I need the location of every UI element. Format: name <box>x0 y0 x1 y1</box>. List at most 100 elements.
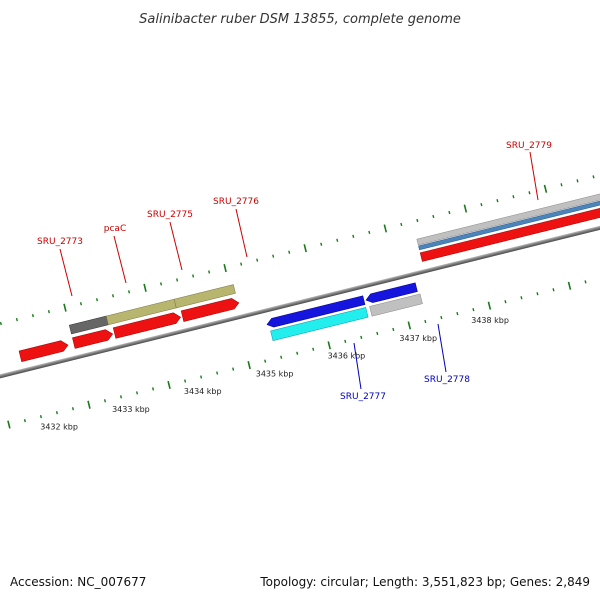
upper-scale-tick <box>576 179 579 183</box>
lower-scale-tick <box>504 300 507 304</box>
upper-scale-tick <box>432 214 435 219</box>
lower-scale-tick <box>344 339 347 343</box>
lower-scale-tick <box>312 347 315 351</box>
upper-scale-tick <box>0 321 2 326</box>
upper-scale-tick <box>272 254 275 258</box>
feature-sru2777 <box>266 295 366 328</box>
scale-label: 3433 kbp <box>112 405 150 414</box>
lower-scale-tick <box>216 371 219 375</box>
lower-scale-tick <box>71 407 75 411</box>
gene-label-sru2775: SRU_2775 <box>147 210 193 220</box>
gene-label-sru2773: SRU_2773 <box>37 237 83 247</box>
feature-sru2776 <box>180 298 240 322</box>
upper-scale-tick <box>192 274 195 278</box>
upper-scale-tick <box>320 242 323 246</box>
lower-scale-tick <box>472 308 475 312</box>
leader-sru2775 <box>169 221 183 271</box>
lower-scale-tick <box>264 359 267 363</box>
upper-scale-tick <box>303 244 307 253</box>
forward-strand-features <box>18 159 600 362</box>
lower-scale-tick <box>200 375 203 379</box>
lower-scale-tick <box>360 335 363 339</box>
gene-label-sru2779: SRU_2779 <box>506 141 552 151</box>
upper-scale-tick <box>79 302 83 306</box>
upper-scale-tick <box>480 203 483 207</box>
feature-sru2779 <box>419 172 600 262</box>
linear-map-band: 3432 kbp 3433 kbp 3434 kbp 3435 kbp 3436 kbp… <box>0 155 600 449</box>
lower-scale-tick <box>536 292 539 296</box>
leader-sru2776 <box>235 208 248 258</box>
upper-scale-tick <box>15 317 18 322</box>
scale-label: 3434 kbp <box>184 387 222 396</box>
feature-sru2777-cyan <box>270 307 369 341</box>
leader-sru2773 <box>59 248 73 297</box>
leader-pcaC <box>113 235 127 284</box>
lower-scale-tick <box>55 411 58 415</box>
upper-scale-tick <box>528 191 531 195</box>
upper-scale-tick <box>208 270 211 274</box>
upper-scale-tick <box>127 290 131 294</box>
lower-scale-tick <box>440 315 443 320</box>
lower-scale-tick <box>584 280 587 284</box>
upper-scale-tick <box>463 204 468 213</box>
lower-scale-tick <box>247 361 251 370</box>
upper-scale-tick <box>111 294 115 298</box>
upper-scale-tick <box>223 263 227 273</box>
gene-label-sru2778: SRU_2778 <box>424 375 470 385</box>
upper-scale-tick <box>160 282 163 286</box>
lower-scale-tick <box>119 395 123 399</box>
upper-scale-tick <box>383 224 388 233</box>
lower-scale-tick <box>280 355 283 359</box>
feature-sru2778-grey <box>369 293 423 317</box>
scale-label: 3437 kbp <box>399 334 437 343</box>
upper-scale-tick <box>288 250 291 254</box>
genome-backbone <box>0 155 600 449</box>
upper-scale-tick <box>496 199 499 203</box>
lower-scale-tick <box>376 331 379 336</box>
lower-scale-tick <box>407 321 412 330</box>
feature-pcaC <box>72 329 114 349</box>
upper-scale-tick <box>400 222 403 227</box>
upper-scale-tick <box>47 310 50 314</box>
feature-sru2779-blue <box>418 165 600 251</box>
upper-scale-tick <box>592 175 595 179</box>
scale-label: 3436 kbp <box>328 352 366 361</box>
lower-scale-tick <box>167 380 171 390</box>
lower-scale-tick <box>487 301 492 310</box>
upper-scale-tick <box>416 218 419 223</box>
lower-scale-tick <box>135 391 139 395</box>
reverse-strand-features <box>266 282 423 341</box>
upper-scale-tick <box>512 195 515 199</box>
lower-scale-tick <box>87 400 91 409</box>
upper-scale-tick <box>543 184 548 193</box>
lower-scale-tick <box>103 399 107 403</box>
feature-sru2779-grey <box>416 159 600 246</box>
summary-text: Topology: circular; Length: 3,551,823 bp… <box>259 575 590 589</box>
lower-scale-tick <box>456 311 459 316</box>
lower-scale-tick <box>552 288 555 292</box>
lower-scale-tick <box>567 281 572 290</box>
lower-scale-tick <box>184 379 187 383</box>
gene-labels: SRU_2773 pcaC SRU_2775 SRU_2776 SRU_2779… <box>37 141 552 402</box>
lower-scale-tick <box>296 351 299 355</box>
upper-scale-tick <box>31 313 34 318</box>
upper-scale-tick <box>176 278 179 282</box>
scale-label: 3438 kbp <box>471 316 509 325</box>
scale-ticks: 3432 kbp 3433 kbp 3434 kbp 3435 kbp 3436 kbp… <box>0 175 595 432</box>
lower-scale-tick <box>392 327 395 332</box>
gene-label-sru2776: SRU_2776 <box>213 197 259 207</box>
leader-sru2777 <box>353 342 362 390</box>
leader-sru2779 <box>529 151 539 201</box>
upper-scale-tick <box>560 183 563 187</box>
upper-scale-tick <box>368 230 371 235</box>
lower-scale-tick <box>327 341 331 350</box>
upper-scale-tick <box>95 298 99 302</box>
lower-scale-tick <box>39 415 42 419</box>
upper-scale-tick <box>240 262 243 266</box>
upper-scale-tick <box>336 238 339 242</box>
lower-scale-tick <box>152 387 155 391</box>
map-title: Salinibacter ruber DSM 13855, complete g… <box>139 12 461 27</box>
scale-label: 3435 kbp <box>256 369 294 378</box>
